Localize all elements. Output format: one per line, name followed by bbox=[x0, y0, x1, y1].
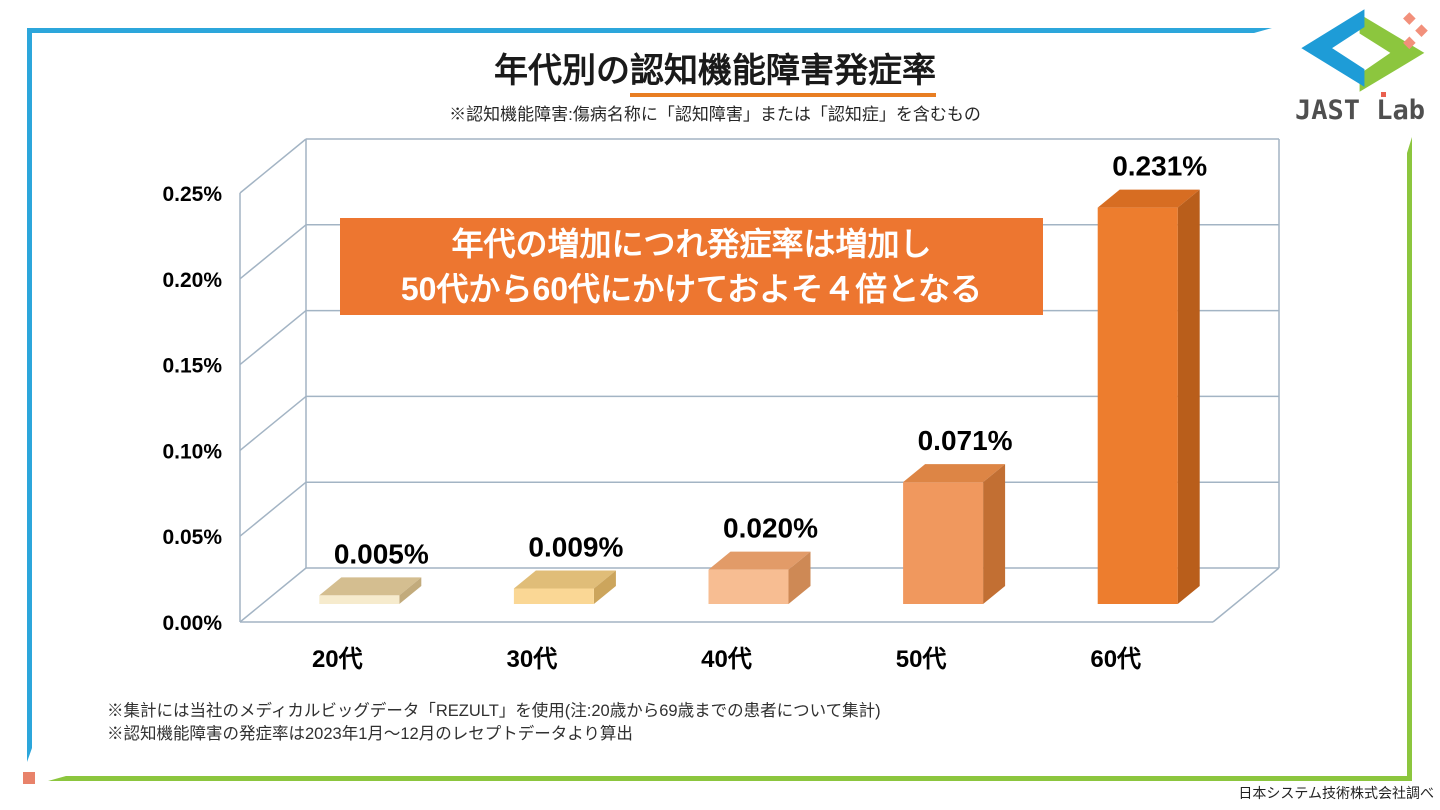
bar-50代 bbox=[903, 482, 984, 604]
jast-lab-logo: JAST Lab bbox=[1284, 6, 1436, 124]
left-wall-gridline bbox=[239, 481, 307, 537]
left-wall-gridline bbox=[239, 310, 307, 366]
x-axis-label-30代: 30代 bbox=[507, 646, 558, 673]
left-wall-gridline bbox=[239, 138, 307, 194]
bar-top-20代 bbox=[319, 577, 422, 596]
page-title-underlined: 認知機能障害発症率 bbox=[630, 52, 936, 97]
bar-20代 bbox=[319, 595, 400, 604]
bar-top-30代 bbox=[513, 570, 616, 589]
x-axis-label-20代: 20代 bbox=[312, 646, 363, 673]
bar-60代 bbox=[1097, 207, 1178, 604]
bar-30代 bbox=[513, 588, 594, 604]
left-wall-gridline bbox=[239, 395, 307, 451]
footnote-line1: ※集計には当社のメディカルビッグデータ「REZULT」を使用(注:20歳から69… bbox=[107, 702, 881, 720]
bar-40代 bbox=[708, 569, 789, 604]
y-axis-label-0.25%: 0.25% bbox=[162, 183, 222, 206]
callout-line1: 年代の増加につれ発症率は増加し bbox=[451, 225, 932, 262]
frame-border-bottom bbox=[48, 776, 1412, 781]
y-axis-label-0.15%: 0.15% bbox=[162, 355, 222, 378]
attribution: 日本システム技術株式会社調べ bbox=[1238, 785, 1434, 801]
y-axis-label-0.05%: 0.05% bbox=[162, 526, 222, 549]
bar-top-50代 bbox=[903, 464, 1006, 483]
y-axis-label-0.10%: 0.10% bbox=[162, 440, 222, 463]
left-wall-gridline bbox=[239, 224, 307, 280]
callout-line2: 50代から60代にかけておよそ４倍となる bbox=[400, 270, 983, 307]
frame-border-right bbox=[1407, 137, 1412, 781]
frame-accent-square bbox=[23, 772, 35, 784]
footnotes: ※集計には当社のメディカルビッグデータ「REZULT」を使用(注:20歳から69… bbox=[107, 700, 881, 745]
bar-top-60代 bbox=[1097, 189, 1200, 208]
frame-border-top bbox=[27, 28, 1272, 33]
x-axis-label-40代: 40代 bbox=[701, 646, 752, 673]
jast-lab-logo-text: JAST Lab bbox=[1284, 92, 1436, 124]
bar-value-label-20代: 0.005% bbox=[334, 538, 429, 569]
bar-value-label-60代: 0.231% bbox=[1112, 151, 1207, 182]
x-axis-label-60代: 60代 bbox=[1090, 646, 1141, 673]
jast-lab-logo-icon bbox=[1301, 9, 1428, 92]
x-axis-label-50代: 50代 bbox=[896, 646, 947, 673]
title-block: 年代別の認知機能障害発症率 ※認知機能障害:傷病名称に「認知障害」または「認知症… bbox=[0, 52, 1430, 125]
floor-right-edge bbox=[1212, 567, 1280, 623]
bar-value-label-50代: 0.071% bbox=[918, 425, 1013, 456]
bar-top-40代 bbox=[708, 551, 811, 570]
left-wall-gridline bbox=[239, 567, 307, 623]
bar-side-40代 bbox=[788, 551, 811, 604]
callout-box: 年代の増加につれ発症率は増加し 50代から60代にかけておよそ４倍となる bbox=[340, 218, 1043, 315]
logo-red-dot bbox=[1381, 92, 1386, 97]
bar-side-30代 bbox=[593, 570, 616, 604]
footnote-line2: ※認知機能障害の発症率は2023年1月〜12月のレセプトデータより算出 bbox=[107, 724, 633, 743]
page-title-prefix: 年代別の bbox=[494, 52, 630, 90]
bar-side-60代 bbox=[1177, 189, 1200, 604]
bar-value-label-40代: 0.020% bbox=[723, 513, 818, 544]
page-subtitle: ※認知機能障害:傷病名称に「認知障害」または「認知症」を含むもの bbox=[449, 105, 981, 125]
bar-side-20代 bbox=[399, 577, 422, 604]
page-title: 年代別の認知機能障害発症率 bbox=[0, 52, 1430, 97]
y-axis-label-0.20%: 0.20% bbox=[162, 269, 222, 292]
y-axis-label-0.00%: 0.00% bbox=[162, 612, 222, 635]
bar-side-50代 bbox=[983, 464, 1006, 604]
frame-border-left bbox=[27, 28, 32, 762]
bar-value-label-30代: 0.009% bbox=[528, 532, 623, 563]
